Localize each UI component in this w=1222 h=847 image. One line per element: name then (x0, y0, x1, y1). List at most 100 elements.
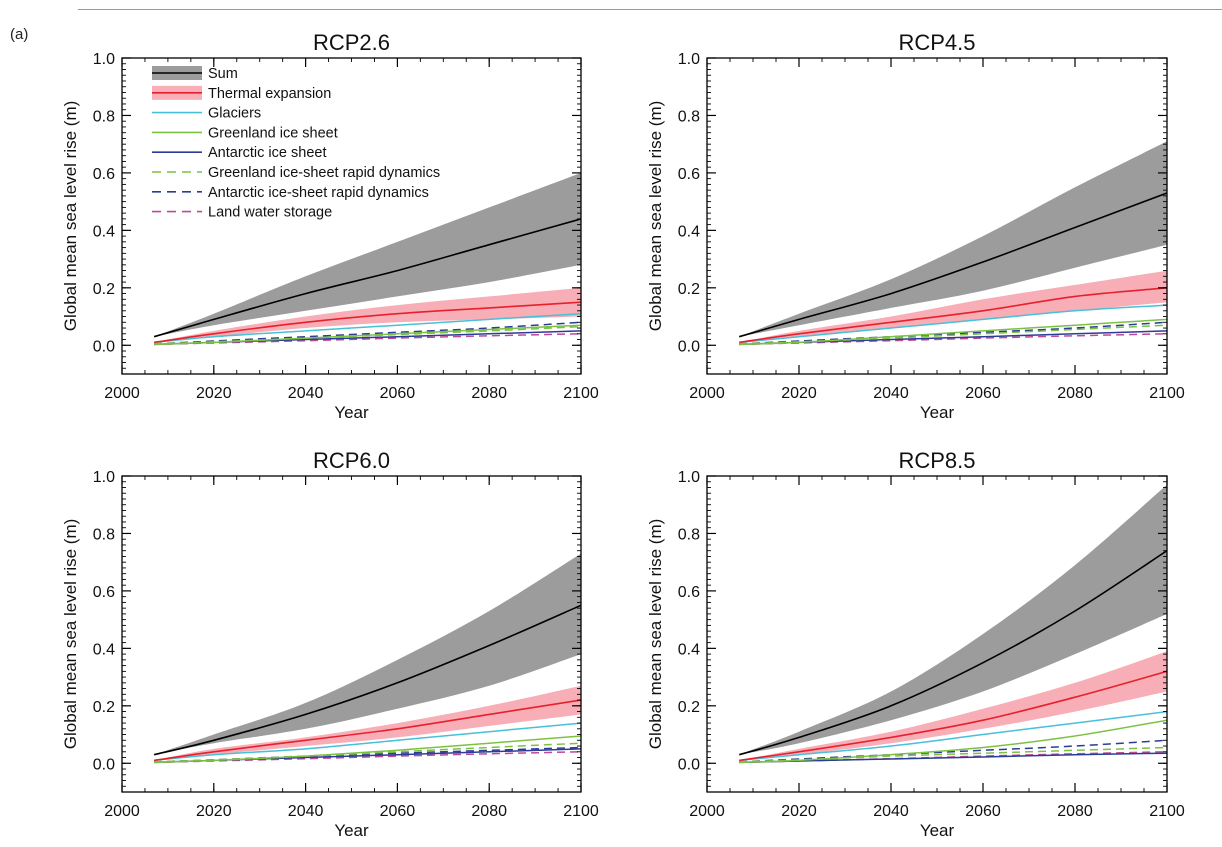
plot-data-area (153, 553, 581, 764)
chart-title: RCP6.0 (313, 448, 390, 473)
series-line-glaciers (154, 312, 581, 344)
x-tick-label: 2080 (1057, 803, 1093, 820)
figure-label: (a) (10, 26, 29, 43)
series-line-antarctic_rapid (154, 321, 581, 345)
band-sum (154, 553, 581, 755)
legend-item-greenland_rapid: Greenland ice-sheet rapid dynamics (152, 165, 440, 181)
y-tick-label: 0.2 (93, 281, 115, 298)
legend-item-antarctic_rapid: Antarctic ice-sheet rapid dynamics (152, 185, 429, 201)
series-line-greenland_rapid (154, 325, 581, 345)
y-tick-label: 1.0 (93, 469, 115, 486)
chart-panel-rcp26: RCP2.6 0.0 0.2 0.4 0.6 0.8 1.0 2000 2020 2040 2060… (61, 30, 599, 422)
x-axis-label: Year (920, 821, 955, 840)
y-tick-label: 0.0 (93, 756, 115, 773)
series-line-glaciers (739, 710, 1167, 762)
x-tick-label: 2080 (1057, 385, 1093, 402)
chart-title: RCP8.5 (898, 448, 975, 473)
series-line-antarctic_rapid (739, 321, 1167, 345)
x-axis-label: Year (920, 403, 955, 422)
y-tick-label: 0.4 (678, 223, 700, 240)
legend-item-antarctic: Antarctic ice sheet (152, 145, 326, 161)
y-tick-label: 0.0 (93, 338, 115, 355)
chart-panel-rcp85: RCP8.5 0.0 0.2 0.4 0.6 0.8 1.0 2000 2020 2040 2060… (646, 448, 1185, 840)
series-line-thermal (153, 301, 581, 344)
y-axis-label: Global mean sea level rise (m) (646, 519, 665, 750)
y-tick-label: 0.6 (678, 166, 700, 183)
x-tick-label: 2040 (873, 385, 909, 402)
series-line-thermal (739, 670, 1167, 762)
plot-data-area (738, 484, 1167, 764)
y-tick-label: 1.0 (678, 469, 700, 486)
x-tick-label: 2040 (288, 803, 324, 820)
y-tick-label: 0.8 (678, 526, 700, 543)
top-rule (78, 9, 1222, 10)
x-tick-label: 2080 (471, 385, 507, 402)
plot-data-area (153, 172, 581, 346)
series-line-greenland_rapid (739, 324, 1167, 345)
y-tick-label: 0.4 (93, 641, 115, 658)
legend-item-sum: Sum (152, 66, 238, 82)
series-line-sum (738, 550, 1167, 756)
series-line-sum (153, 604, 581, 756)
legend-item-greenland: Greenland ice sheet (152, 125, 338, 141)
band-thermal (154, 287, 581, 343)
x-tick-label: 2060 (380, 803, 416, 820)
x-tick-label: 2020 (781, 385, 817, 402)
band-thermal (739, 270, 1167, 343)
chart-panel-rcp45: RCP4.5 0.0 0.2 0.4 0.6 0.8 1.0 2000 2020 2040 2060… (646, 30, 1185, 422)
series-line-thermal (739, 287, 1167, 344)
band-thermal (154, 685, 581, 761)
chart-panel-rcp60: RCP6.0 0.0 0.2 0.4 0.6 0.8 1.0 2000 2020 2040 2060… (61, 448, 599, 840)
series-line-thermal (153, 699, 581, 762)
x-axis-label: Year (334, 821, 369, 840)
series-line-sum (738, 192, 1167, 338)
x-tick-label: 2100 (1149, 803, 1185, 820)
y-axis-label: Global mean sea level rise (m) (61, 101, 80, 332)
y-tick-label: 0.2 (93, 699, 115, 716)
x-tick-label: 2000 (104, 385, 140, 402)
series-line-glaciers (739, 304, 1167, 344)
legend-item-land_water: Land water storage (152, 205, 332, 221)
x-tick-label: 2080 (471, 803, 507, 820)
plot-data-area (738, 141, 1167, 346)
y-axis-label: Global mean sea level rise (m) (61, 519, 80, 750)
x-tick-label: 2020 (781, 803, 817, 820)
y-tick-label: 0.8 (93, 108, 115, 125)
y-tick-label: 0.6 (93, 584, 115, 601)
y-tick-label: 0.8 (678, 108, 700, 125)
y-tick-label: 0.0 (678, 338, 700, 355)
y-tick-label: 1.0 (678, 51, 700, 68)
chart-title: RCP4.5 (898, 30, 975, 55)
x-tick-label: 2040 (288, 385, 324, 402)
x-tick-label: 2060 (380, 385, 416, 402)
x-tick-label: 2000 (689, 803, 725, 820)
y-tick-label: 1.0 (93, 51, 115, 68)
legend-label: Sum (208, 66, 238, 82)
x-tick-label: 2020 (196, 803, 232, 820)
legend-label: Greenland ice-sheet rapid dynamics (208, 165, 440, 181)
x-tick-label: 2000 (104, 803, 140, 820)
legend-label: Greenland ice sheet (208, 125, 338, 141)
x-tick-label: 2100 (1149, 385, 1185, 402)
legend-label: Antarctic ice-sheet rapid dynamics (208, 185, 429, 201)
band-thermal (739, 651, 1167, 761)
band-sum (154, 172, 581, 337)
series-line-glaciers (154, 722, 581, 762)
band-sum (739, 484, 1167, 755)
x-tick-label: 2100 (563, 803, 599, 820)
legend-label: Land water storage (208, 205, 332, 221)
series-line-greenland_rapid (739, 746, 1167, 763)
series-line-sum (153, 218, 581, 338)
x-tick-label: 2020 (196, 385, 232, 402)
y-tick-label: 0.6 (93, 166, 115, 183)
legend-label: Glaciers (208, 106, 261, 122)
legend: Sum Thermal expansion Glaciers Greenland ic… (152, 66, 440, 221)
x-tick-label: 2000 (689, 385, 725, 402)
y-tick-label: 0.0 (678, 756, 700, 773)
x-tick-label: 2060 (965, 803, 1001, 820)
legend-label: Antarctic ice sheet (208, 145, 326, 161)
legend-item-thermal: Thermal expansion (152, 85, 331, 102)
chart-title: RCP2.6 (313, 30, 390, 55)
x-tick-label: 2040 (873, 803, 909, 820)
